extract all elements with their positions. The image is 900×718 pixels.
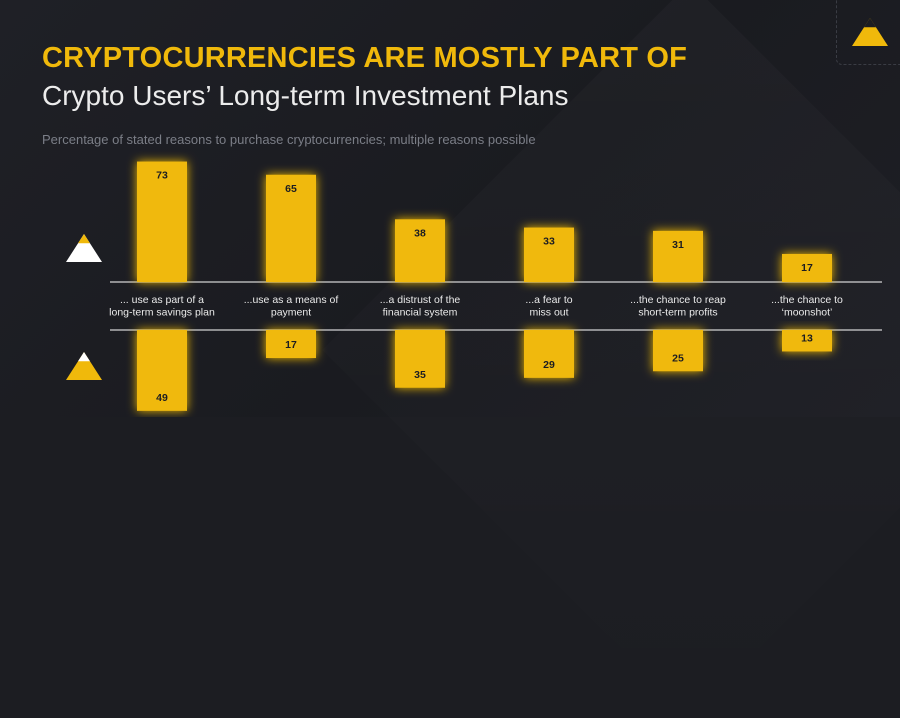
bar-upper-3: [524, 227, 574, 282]
value-label-upper-3: 33: [543, 236, 555, 248]
category-label-1: ...use as a means of payment: [244, 294, 339, 319]
value-label-lower-3: 29: [543, 359, 555, 371]
lower-series-icon: [66, 352, 102, 380]
chart-title: CRYPTOCURRENCIES ARE MOSTLY PART OF: [42, 42, 688, 74]
value-label-lower-5: 13: [801, 332, 813, 344]
value-label-lower-1: 17: [285, 339, 297, 351]
category-label-2: ...a distrust of the financial system: [380, 294, 461, 319]
bar-upper-0: [137, 161, 187, 282]
category-label-3: ...a fear to miss out: [525, 294, 572, 319]
value-label-upper-2: 38: [414, 227, 426, 239]
value-label-lower-4: 25: [672, 352, 684, 364]
bar-lower-4: [653, 330, 703, 372]
value-label-lower-2: 35: [414, 369, 426, 381]
value-label-upper-0: 73: [156, 170, 168, 182]
chart-subtitle: Crypto Users’ Long-term Investment Plans: [42, 80, 569, 111]
bar-upper-4: [653, 230, 703, 282]
bar-lower-3: [524, 330, 574, 378]
bar-lower-2: [395, 330, 445, 388]
value-label-lower-0: 49: [156, 392, 168, 404]
bar-lower-1: [266, 330, 316, 359]
brand-triangle-icon: [852, 18, 888, 46]
value-label-upper-4: 31: [672, 239, 684, 251]
bar-lower-0: [137, 330, 187, 411]
category-label-0: ... use as part of a long-term savings pl…: [109, 294, 215, 319]
bar-upper-2: [395, 219, 445, 282]
bar-upper-5: [782, 253, 832, 282]
bar-chart: 73 65 38 33 31 17 49 17 35 29 25 13 ... use as par…: [109, 161, 882, 411]
upper-series-icon: [66, 234, 102, 262]
chart-note: Percentage of stated reasons to purchase…: [42, 132, 536, 147]
category-label-5: ...the chance to ‘moonshot’: [771, 294, 843, 319]
bar-lower-5: [782, 330, 832, 352]
bar-upper-1: [266, 174, 316, 282]
category-label-4: ...the chance to reap short-term profits: [630, 294, 726, 319]
value-label-upper-1: 65: [285, 183, 297, 195]
value-label-upper-5: 17: [801, 262, 813, 274]
corner-frame: [836, 0, 900, 65]
